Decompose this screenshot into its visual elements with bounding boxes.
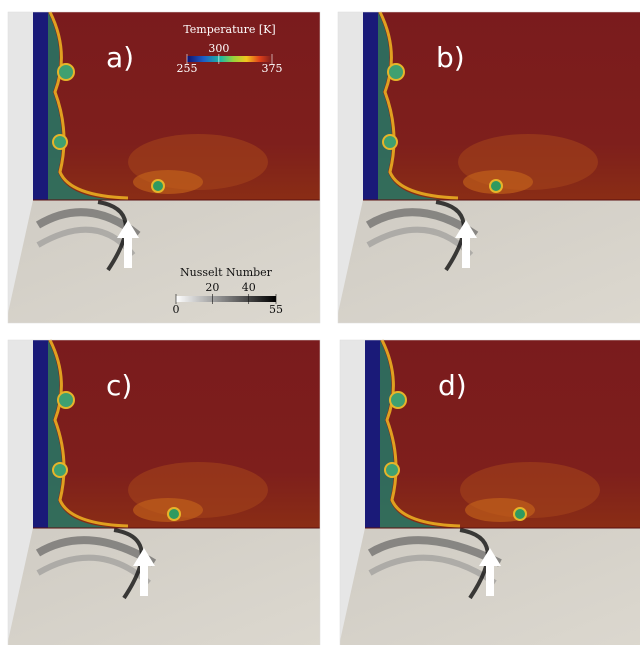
vortex bbox=[58, 64, 74, 80]
colorbar-ramp bbox=[176, 296, 276, 302]
colorbar-tick-label: 0 bbox=[173, 303, 180, 316]
cold-wall-layer bbox=[33, 12, 48, 200]
figure: a) b) c) d) Temperature [K] 255 300 375 Nusselt … bbox=[0, 0, 640, 645]
vortex bbox=[490, 180, 502, 192]
vortex bbox=[388, 64, 404, 80]
colorbar-ramp bbox=[187, 56, 272, 62]
panel: d) bbox=[340, 340, 640, 645]
colorbar-title: Temperature [K] bbox=[183, 23, 275, 36]
colorbar-tick-label: 20 bbox=[205, 281, 219, 294]
colorbar-tick-label: 375 bbox=[262, 62, 283, 75]
panel-label: a) bbox=[106, 41, 134, 74]
panel-label: c) bbox=[106, 369, 132, 402]
vortex bbox=[53, 463, 67, 477]
colorbar-tick-label: 40 bbox=[242, 281, 256, 294]
vortex bbox=[58, 392, 74, 408]
colorbar-tick-label: 55 bbox=[269, 303, 283, 316]
vortex bbox=[390, 392, 406, 408]
vortex bbox=[383, 135, 397, 149]
cold-wall-layer bbox=[33, 340, 48, 528]
vortex bbox=[168, 508, 180, 520]
warm-plume bbox=[133, 170, 203, 194]
vortex bbox=[53, 135, 67, 149]
colorbar-tick-label: 255 bbox=[177, 62, 198, 75]
panel-label: d) bbox=[438, 369, 467, 402]
cold-wall-layer bbox=[365, 340, 380, 528]
vortex bbox=[385, 463, 399, 477]
panel: a) bbox=[8, 12, 320, 323]
colorbar-title: Nusselt Number bbox=[180, 266, 273, 279]
panel: c) bbox=[8, 340, 320, 645]
warm-plume bbox=[133, 498, 203, 522]
panel: b) bbox=[338, 12, 640, 323]
panel-label: b) bbox=[436, 41, 465, 74]
vortex bbox=[152, 180, 164, 192]
vortex bbox=[514, 508, 526, 520]
colorbar-tick-label: 300 bbox=[208, 42, 229, 55]
cold-wall-layer bbox=[363, 12, 378, 200]
